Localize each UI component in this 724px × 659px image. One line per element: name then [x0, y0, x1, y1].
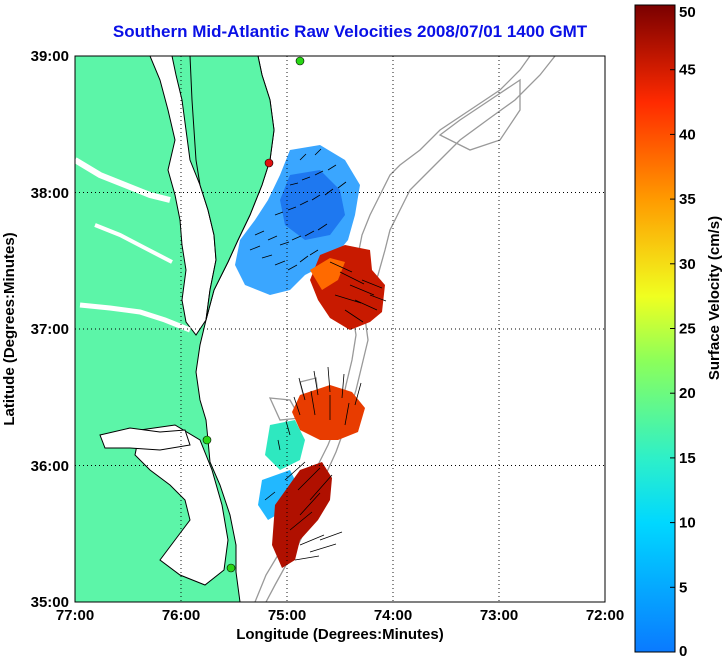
river-rappahannock	[94, 223, 173, 264]
river-james	[79, 302, 191, 333]
map-title: Southern Mid-Atlantic Raw Velocities 200…	[112, 22, 588, 41]
map-grid	[75, 56, 605, 602]
colorbar-label: Surface Velocity (cm/s)	[706, 216, 723, 380]
velocity-field-south-upper-cool	[265, 420, 305, 470]
y-tick-label: 38:00	[31, 185, 69, 202]
x-tick-label: 76:00	[162, 607, 200, 624]
x-tick-label: 73:00	[480, 607, 518, 624]
albemarle-sound	[99, 427, 191, 451]
river-potomac	[75, 157, 171, 203]
delmarva-peninsula	[189, 56, 275, 321]
colorbar-tick-label: 45	[679, 62, 696, 79]
colorbar-tick-label: 15	[679, 450, 696, 467]
colorbar-tick-label: 10	[679, 515, 696, 532]
y-axis-label: Latitude (Degrees:Minutes)	[1, 232, 18, 425]
site-marker	[295, 56, 305, 66]
velocity-field-north-fast-edge	[310, 258, 345, 290]
colorbar-tick-label: 40	[679, 126, 696, 143]
x-axis-label: Longitude (Degrees:Minutes)	[236, 626, 444, 643]
chesapeake-bay	[149, 56, 217, 336]
colorbar: 0 5 10 15 20 25 30 35 40 45 50 Surface Velocity (c…	[634, 4, 723, 659]
velocity-field-north-slow-core	[280, 170, 345, 240]
colorbar-tick-label: 20	[679, 385, 696, 402]
pamlico-sound	[134, 424, 229, 586]
velocity-field-south-lower-cool	[258, 470, 300, 520]
colorbar-gradient	[634, 4, 676, 653]
x-tick-label: 75:00	[268, 607, 306, 624]
site-marker-active	[264, 158, 274, 168]
colorbar-tick-label: 5	[679, 579, 687, 596]
y-tick-label: 35:00	[31, 594, 69, 611]
colorbar-tick-label: 50	[679, 4, 696, 21]
x-tick-label: 74:00	[374, 607, 412, 624]
colorbar-tick-label: 30	[679, 256, 696, 273]
y-tick-label: 36:00	[31, 458, 69, 475]
y-tick-label: 39:00	[31, 48, 69, 65]
velocity-vectors	[249, 148, 387, 561]
x-tick-label: 72:00	[586, 607, 624, 624]
colorbar-tick-label: 35	[679, 191, 696, 208]
velocity-field-south-upper	[292, 385, 365, 440]
site-marker	[226, 563, 236, 573]
y-tick-label: 37:00	[31, 321, 69, 338]
velocity-fields	[235, 145, 385, 568]
x-axis: 77:00 76:00 75:00 74:00 73:00 72:00 Long…	[56, 607, 624, 643]
y-axis: 39:00 38:00 37:00 36:00 35:00 Latitude (…	[1, 48, 69, 611]
plot-frame	[74, 55, 606, 603]
site-marker	[202, 435, 212, 445]
colorbar-tick-label: 25	[679, 321, 696, 338]
x-tick-label: 77:00	[56, 607, 94, 624]
colorbar-tick-label: 0	[679, 643, 687, 659]
